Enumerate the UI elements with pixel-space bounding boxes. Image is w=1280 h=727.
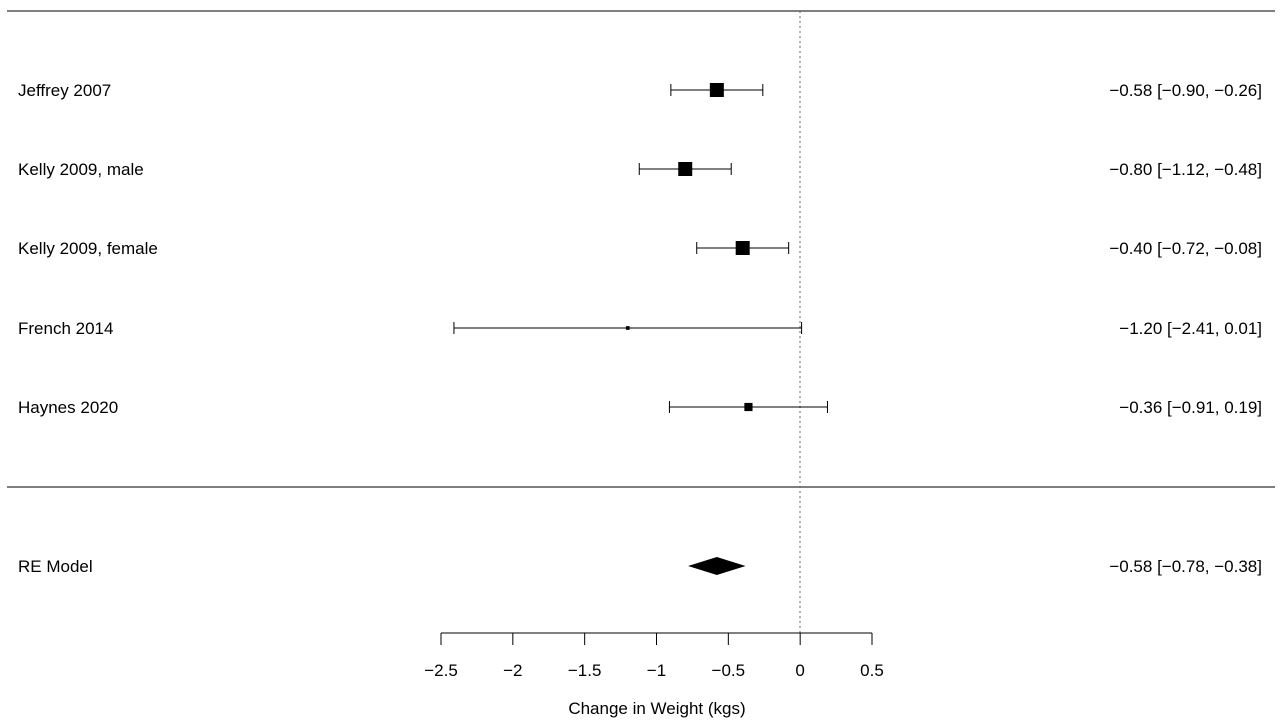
summary-diamond: [688, 557, 746, 575]
study-ci-text: −0.40 [−0.72, −0.08]: [1109, 239, 1262, 258]
study-label: French 2014: [18, 319, 113, 338]
study-rows: Jeffrey 2007 −0.58 [−0.90, −0.26] Kelly 20…: [18, 81, 1262, 417]
study-label: Kelly 2009, female: [18, 239, 158, 258]
x-axis: −2.5 −2 −1.5 −1 −0.5 0 0.5: [424, 632, 884, 680]
x-tick-label: −2.5: [424, 661, 458, 680]
summary-row: RE Model −0.58 [−0.78, −0.38]: [18, 557, 1262, 576]
x-tick-label: 0.5: [860, 661, 884, 680]
x-tick-label: 0: [795, 661, 804, 680]
study-row: Jeffrey 2007 −0.58 [−0.90, −0.26]: [18, 81, 1262, 100]
study-row: Kelly 2009, male −0.80 [−1.12, −0.48]: [18, 160, 1262, 179]
study-row: Kelly 2009, female −0.40 [−0.72, −0.08]: [18, 239, 1262, 258]
point-estimate-square: [735, 241, 750, 255]
study-ci-text: −1.20 [−2.41, 0.01]: [1119, 319, 1262, 338]
study-label: Haynes 2020: [18, 398, 118, 417]
x-tick-label: −0.5: [712, 661, 746, 680]
x-tick-label: −2: [503, 661, 522, 680]
study-ci-text: −0.36 [−0.91, 0.19]: [1119, 398, 1262, 417]
point-estimate-square: [678, 162, 693, 176]
point-estimate-square: [744, 402, 753, 412]
study-label: Kelly 2009, male: [18, 160, 144, 179]
study-row: French 2014 −1.20 [−2.41, 0.01]: [18, 319, 1262, 338]
study-ci-text: −0.58 [−0.90, −0.26]: [1109, 81, 1262, 100]
summary-label: RE Model: [18, 557, 93, 576]
x-tick-label: −1.5: [568, 661, 602, 680]
study-label: Jeffrey 2007: [18, 81, 111, 100]
study-row: Haynes 2020 −0.36 [−0.91, 0.19]: [18, 398, 1262, 417]
x-tick-label: −1: [647, 661, 666, 680]
point-estimate-square: [709, 83, 724, 97]
summary-ci-text: −0.58 [−0.78, −0.38]: [1109, 557, 1262, 576]
x-axis-label: Change in Weight (kgs): [568, 699, 745, 718]
point-estimate-square: [625, 326, 630, 330]
study-ci-text: −0.80 [−1.12, −0.48]: [1109, 160, 1262, 179]
